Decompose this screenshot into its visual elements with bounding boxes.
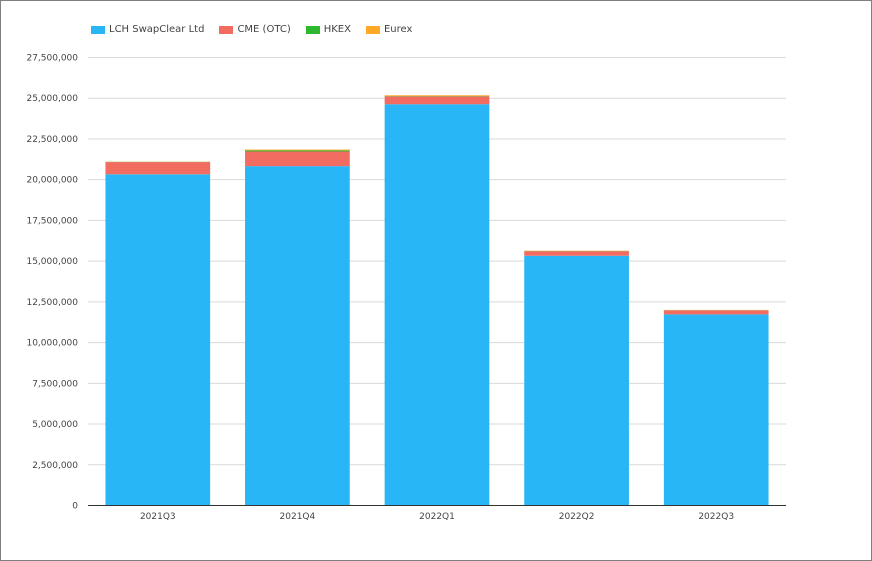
x-tick-label: 2022Q3: [698, 512, 734, 522]
y-tick-label: 17,500,000: [26, 216, 78, 226]
bar-segment[interactable]: [245, 151, 350, 167]
legend-item-cme[interactable]: CME (OTC): [219, 24, 291, 35]
bar-segment[interactable]: [245, 150, 350, 152]
bar-segment[interactable]: [105, 162, 211, 175]
legend-swatch-hkex: [305, 25, 320, 34]
bar-segment[interactable]: [245, 149, 350, 151]
y-tick-label: 12,500,000: [26, 298, 78, 308]
y-tick-label: 27,500,000: [26, 54, 78, 64]
legend-item-hkex[interactable]: HKEX: [305, 24, 351, 35]
y-tick-label: 5,000,000: [32, 420, 78, 430]
bar-segment[interactable]: [384, 104, 490, 505]
y-tick-label: 15,000,000: [26, 257, 78, 267]
legend-label-eurex: Eurex: [383, 24, 413, 35]
bar-segment[interactable]: [384, 96, 490, 105]
y-tick-label: 22,500,000: [26, 135, 78, 145]
legend-swatch-lch: [91, 25, 105, 34]
bar-segment[interactable]: [663, 310, 769, 315]
bar-segment[interactable]: [384, 95, 490, 97]
legend-item-eurex[interactable]: Eurex: [365, 24, 413, 35]
y-tick-label: 25,000,000: [26, 94, 78, 104]
bar-segment[interactable]: [105, 174, 211, 505]
chart-legend: LCH SwapClear Ltd CME (OTC) HKEX Eurex: [91, 24, 427, 35]
x-tick-label: 2022Q2: [559, 512, 595, 522]
bar-segment[interactable]: [524, 251, 629, 256]
y-tick-label: 2,500,000: [32, 461, 78, 471]
legend-label-cme: CME (OTC): [237, 24, 291, 35]
legend-swatch-cme: [219, 25, 234, 34]
legend-label-hkex: HKEX: [323, 24, 351, 35]
legend-label-lch: LCH SwapClear Ltd: [109, 24, 205, 35]
x-tick-label: 2022Q1: [419, 512, 455, 522]
bar-segment[interactable]: [245, 166, 350, 505]
y-tick-label: 7,500,000: [32, 379, 78, 389]
bar-segment[interactable]: [524, 255, 629, 505]
y-tick-label: 10,000,000: [26, 339, 78, 349]
bar-segment[interactable]: [663, 314, 769, 505]
x-tick-label: 2021Q3: [140, 512, 176, 522]
y-tick-label: 20,000,000: [26, 176, 78, 186]
legend-swatch-eurex: [365, 25, 380, 34]
x-tick-label: 2021Q4: [280, 512, 316, 522]
legend-item-lch[interactable]: LCH SwapClear Ltd: [91, 24, 204, 35]
y-tick-label: 0: [72, 502, 78, 512]
